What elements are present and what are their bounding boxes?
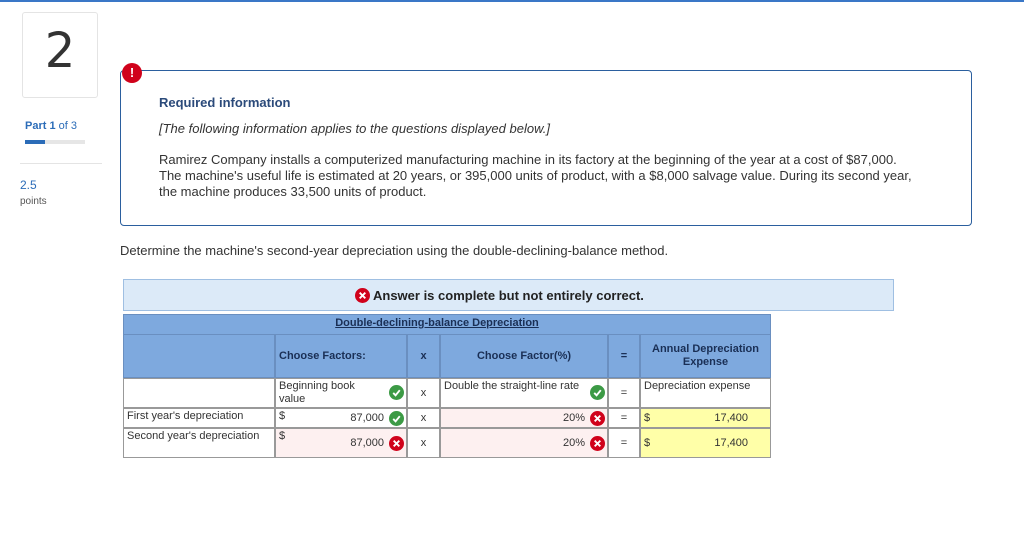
info-text: Ramirez Company installs a computerized …: [159, 152, 912, 199]
depreciation-table: Double-declining-balance Depreciation Ch…: [123, 314, 771, 459]
question-card: 2: [22, 12, 98, 98]
info-box: ! Required information [The following in…: [120, 63, 972, 226]
incorrect-icon: [355, 288, 370, 303]
divider: [20, 163, 102, 164]
header-cell: Annual Depreciation Expense: [640, 334, 771, 378]
currency: $: [644, 437, 651, 449]
correct-icon: [389, 411, 404, 426]
value: 87,000: [350, 412, 384, 424]
row-label: Second year's depreciation: [123, 428, 275, 458]
correct-icon: [590, 385, 605, 400]
factor-cell: Double the straight-line rate: [440, 378, 608, 408]
value: 87,000: [350, 437, 384, 449]
incorrect-icon: [590, 411, 605, 426]
points-label: points: [20, 196, 47, 207]
factor-cell: Depreciation expense: [640, 378, 771, 408]
points-value: 2.5: [20, 178, 37, 192]
part-of: of 3: [58, 120, 77, 132]
header-cell: x: [407, 334, 440, 378]
part-indicator: Part 1 of 3: [25, 120, 77, 132]
value-cell: $87,000: [275, 408, 407, 428]
factor-value: 20%: [440, 408, 608, 428]
header-cell: =: [608, 334, 640, 378]
row-label: First year's depreciation: [123, 408, 275, 428]
progress-fill: [25, 140, 45, 144]
operator: =: [608, 408, 640, 428]
info-title: Required information: [159, 95, 291, 110]
question-number: 2: [44, 23, 76, 79]
incorrect-icon: [590, 436, 605, 451]
header-cell: Choose Factors:: [275, 334, 407, 378]
top-bar: [0, 0, 1024, 2]
factor-cell: Beginning book value: [275, 378, 407, 408]
header-cell: Choose Factor(%): [440, 334, 608, 378]
progress-track: [25, 140, 85, 144]
amount-cell: $17,400: [640, 408, 771, 428]
question-text: Determine the machine's second-year depr…: [120, 243, 669, 258]
alert-icon: !: [122, 63, 142, 83]
correct-icon: [389, 385, 404, 400]
factor-value: 20%: [440, 428, 608, 458]
currency: $: [279, 410, 286, 422]
table-title: Double-declining-balance Depreciation: [335, 317, 539, 329]
factor-cell: x: [407, 378, 440, 408]
operator: =: [608, 428, 640, 458]
amount: 17,400: [714, 437, 748, 449]
operator: x: [407, 408, 440, 428]
part-label: Part 1: [25, 120, 56, 132]
factor-cell: =: [608, 378, 640, 408]
operator: x: [407, 428, 440, 458]
amount: 17,400: [714, 412, 748, 424]
currency: $: [644, 412, 651, 424]
answer-banner: Answer is complete but not entirely corr…: [123, 279, 894, 311]
info-note: [The following information applies to th…: [159, 121, 550, 136]
label-cell: [123, 378, 275, 408]
answer-status: Answer is complete but not entirely corr…: [373, 288, 644, 303]
incorrect-icon: [389, 436, 404, 451]
value-cell: $87,000: [275, 428, 407, 458]
header-cell: [123, 334, 275, 378]
amount-cell: $17,400: [640, 428, 771, 458]
currency: $: [279, 430, 286, 442]
